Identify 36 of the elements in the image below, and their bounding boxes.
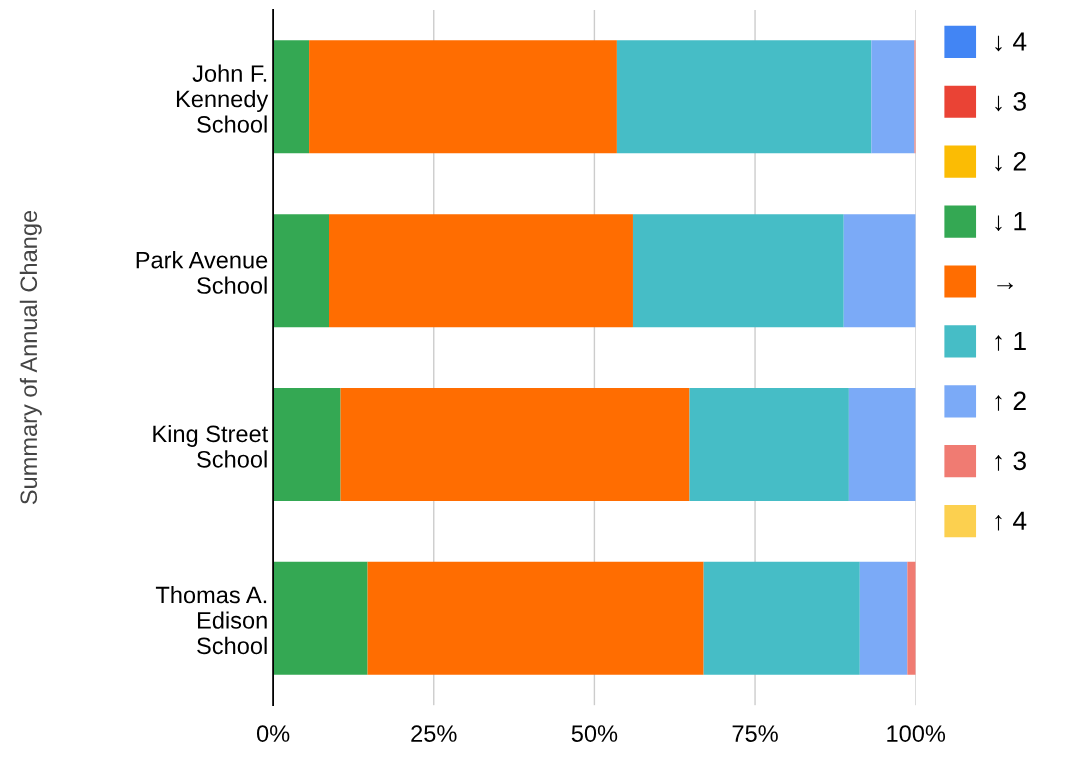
- bar: [329, 214, 633, 328]
- x-tick-label: 0%: [256, 725, 290, 742]
- x-tick-label: 75%: [732, 725, 778, 742]
- bar: [848, 387, 916, 501]
- x-tick-label: 25%: [411, 725, 457, 742]
- x-tick-label: 100%: [887, 725, 946, 742]
- bar: [367, 561, 704, 675]
- legend-label: ↓ 3: [995, 92, 1026, 112]
- bar: [859, 561, 908, 675]
- bar: [689, 387, 849, 501]
- bar: [273, 40, 310, 154]
- bar: [273, 387, 341, 501]
- legend-label: ↓ 1: [995, 212, 1026, 232]
- bar: [309, 40, 617, 154]
- bar: [273, 214, 330, 328]
- y-tick-label: John F. Kennedy School: [176, 64, 269, 133]
- legend-label: ↑ 4: [995, 511, 1027, 531]
- legend-label: ↑ 2: [995, 391, 1026, 411]
- y-tick-label: Park Avenue School: [136, 251, 268, 294]
- bar: [273, 561, 368, 675]
- bar: [703, 561, 860, 675]
- bar: [843, 214, 916, 328]
- bar: [907, 561, 916, 675]
- y-axis-title: Summary of Annual Change: [19, 210, 42, 505]
- y-tick-label: King Street School: [153, 424, 269, 468]
- legend-label: ↓ 2: [995, 151, 1026, 172]
- bar: [632, 214, 844, 328]
- bar: [871, 40, 915, 154]
- y-tick-label: Thomas A. Edison School: [155, 585, 267, 655]
- x-tick-label: 50%: [571, 725, 618, 742]
- legend-label: ↓ 4: [995, 32, 1027, 52]
- bar: [616, 40, 872, 154]
- legend-label: ↑ 1: [995, 331, 1026, 351]
- legend-label: ↑ 3: [995, 451, 1026, 471]
- bar: [340, 387, 690, 501]
- legend-label: →: [997, 282, 1013, 289]
